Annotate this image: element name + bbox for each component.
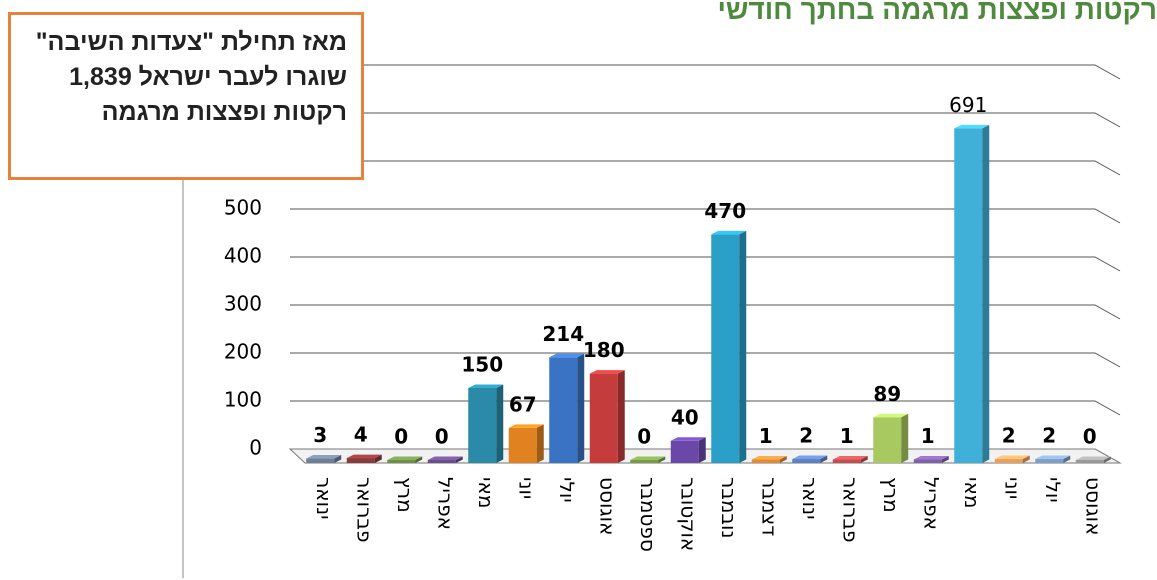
value-label: 691 bbox=[949, 93, 987, 117]
x-tick-label: פברואר bbox=[838, 477, 862, 542]
value-label: 2 bbox=[1042, 424, 1056, 448]
value-label: 180 bbox=[583, 338, 625, 362]
x-tick-label: יולי bbox=[1041, 477, 1065, 503]
value-label: 4 bbox=[354, 423, 368, 447]
bar bbox=[1075, 456, 1111, 463]
value-label: 214 bbox=[542, 322, 584, 346]
value-label: 0 bbox=[394, 425, 408, 449]
y-tick-label: 400 bbox=[224, 244, 262, 268]
y-tick-label: 500 bbox=[224, 196, 262, 220]
bar bbox=[994, 455, 1030, 463]
x-tick-label: יולי bbox=[555, 477, 579, 503]
bar bbox=[792, 455, 828, 463]
annotation: מאז תחילת "צעדות השיבה" שוגרו לעבר ישראל… bbox=[8, 12, 364, 180]
bar bbox=[387, 456, 423, 463]
y-tick-label: 100 bbox=[224, 388, 262, 412]
grid-line bbox=[290, 256, 1121, 272]
bar bbox=[427, 456, 463, 463]
bar bbox=[670, 437, 706, 463]
value-label: 0 bbox=[1083, 425, 1097, 449]
bar bbox=[346, 454, 382, 463]
grid-line bbox=[290, 208, 1121, 224]
grid-line bbox=[290, 352, 1121, 368]
x-tick-label: דצמבר bbox=[757, 477, 781, 536]
value-label: 470 bbox=[704, 199, 746, 223]
bar bbox=[306, 455, 342, 463]
bar bbox=[549, 353, 585, 463]
bar bbox=[468, 384, 504, 463]
bar bbox=[1035, 455, 1071, 463]
value-label: 3 bbox=[313, 423, 327, 447]
value-label: 2 bbox=[799, 424, 813, 448]
bar bbox=[913, 456, 949, 463]
x-tick-label: נובמבר bbox=[717, 477, 741, 538]
x-tick-label: אוקטובר bbox=[676, 477, 700, 551]
x-tick-label: מאי bbox=[960, 477, 984, 508]
bar bbox=[832, 456, 868, 463]
x-tick-label: פברואר bbox=[352, 477, 376, 542]
x-tick-label: ינואר bbox=[312, 477, 336, 520]
bar bbox=[751, 456, 787, 463]
grid-line bbox=[290, 112, 1121, 128]
x-tick-label: יוני bbox=[514, 477, 538, 499]
bar bbox=[589, 370, 625, 463]
bar bbox=[711, 230, 747, 463]
value-label: 89 bbox=[873, 382, 901, 406]
chart-title: רקטות ופצצות מרגמה בחתך חודשי bbox=[717, 0, 1157, 25]
grid-line bbox=[290, 160, 1121, 176]
value-label: 40 bbox=[671, 405, 699, 429]
x-tick-label: ספטמבר bbox=[636, 477, 660, 552]
value-label: 1 bbox=[921, 424, 935, 448]
y-tick-label: 200 bbox=[224, 340, 262, 364]
bar bbox=[873, 413, 909, 463]
x-tick-label: מרץ bbox=[393, 477, 417, 513]
value-label: 67 bbox=[509, 392, 537, 416]
value-label: 2 bbox=[1002, 424, 1016, 448]
x-tick-label: אוגוסט bbox=[1081, 477, 1105, 535]
y-tick-label: 0 bbox=[249, 436, 262, 460]
x-tick-label: מרץ bbox=[879, 477, 903, 513]
y-tick-label: 300 bbox=[224, 292, 262, 316]
value-label: 1 bbox=[840, 424, 854, 448]
bar bbox=[954, 124, 990, 463]
value-label: 0 bbox=[435, 425, 449, 449]
x-tick-label: אפריל bbox=[919, 477, 943, 530]
value-label: 1 bbox=[759, 424, 773, 448]
grid-line bbox=[290, 400, 1121, 416]
grid-line bbox=[290, 304, 1121, 320]
bar bbox=[630, 456, 666, 463]
x-tick-label: אוגוסט bbox=[595, 477, 619, 535]
grid-line bbox=[290, 64, 1121, 80]
x-tick-label: ינואר bbox=[798, 477, 822, 520]
value-label: 0 bbox=[637, 425, 651, 449]
bar bbox=[508, 424, 544, 463]
x-tick-label: יוני bbox=[1000, 477, 1024, 499]
x-tick-label: אפריל bbox=[433, 477, 457, 530]
x-tick-label: מאי bbox=[474, 477, 498, 508]
value-label: 150 bbox=[461, 353, 503, 377]
